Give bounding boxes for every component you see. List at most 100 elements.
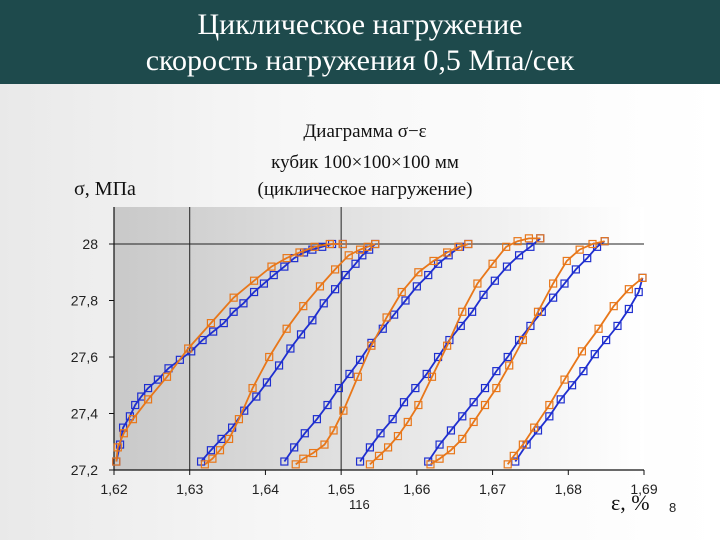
data-point-marker — [560, 375, 569, 384]
data-point-marker — [206, 319, 216, 328]
x-tick-label: 1,64 — [252, 481, 279, 497]
data-point-marker — [229, 293, 238, 302]
data-point-marker — [403, 417, 412, 427]
data-point-marker — [533, 307, 543, 316]
data-point-marker — [200, 460, 209, 469]
data-point-marker — [234, 415, 244, 424]
data-point-marker — [556, 395, 565, 404]
data-point-marker — [479, 290, 488, 299]
data-point-marker — [325, 239, 334, 249]
data-point-marker — [530, 423, 539, 432]
data-point-marker — [274, 361, 284, 370]
series-5 — [291, 239, 473, 469]
data-point-marker — [198, 335, 207, 345]
data-point-marker — [473, 279, 482, 288]
data-point-marker — [609, 302, 618, 311]
y-tick-label: 27,6 — [71, 349, 98, 365]
y-tick-label: 27,2 — [71, 462, 98, 478]
data-point-marker — [249, 276, 259, 285]
data-point-marker — [560, 279, 569, 288]
y-tick-label: 27,8 — [71, 293, 98, 309]
data-point-marker — [374, 451, 384, 460]
data-point-marker — [492, 367, 501, 376]
data-point-marker — [382, 313, 391, 322]
slide-title-line-1: Циклическое нагружение — [197, 8, 523, 41]
data-point-marker — [208, 454, 217, 463]
data-point-marker — [299, 302, 308, 311]
series-2 — [196, 239, 380, 466]
x-tick-label: 1,62 — [100, 481, 127, 497]
data-point-marker — [509, 451, 518, 460]
plot-area — [114, 207, 644, 470]
x-tick-label: 1,68 — [555, 481, 582, 497]
data-point-marker — [162, 372, 172, 381]
data-point-marker — [502, 242, 511, 251]
x-tick-label: 1,66 — [403, 481, 430, 497]
data-point-marker — [583, 254, 592, 263]
data-point-marker — [454, 242, 463, 251]
data-point-marker — [401, 296, 410, 305]
data-point-marker — [329, 426, 338, 435]
data-point-marker — [153, 375, 163, 384]
data-point-marker — [365, 460, 375, 469]
chart-title-line-2: кубик 100×100×100 мм — [271, 152, 459, 173]
data-point-marker — [575, 245, 584, 254]
data-point-marker — [468, 307, 477, 316]
data-point-marker — [469, 398, 478, 407]
data-point-marker — [282, 324, 291, 333]
y-tick-label: 28 — [82, 236, 98, 252]
data-point-marker — [458, 307, 467, 316]
data-point-marker — [355, 355, 365, 364]
chart-title-line-1: Диаграмма σ−ε — [303, 121, 427, 142]
data-point-marker — [112, 457, 121, 466]
series-3 — [200, 239, 380, 469]
data-point-marker — [594, 324, 603, 333]
data-point-marker — [309, 448, 318, 458]
data-point-marker — [376, 429, 385, 438]
series-0 — [112, 239, 347, 466]
data-point-marker — [456, 321, 465, 331]
data-point-marker — [549, 293, 558, 302]
data-point-marker — [296, 330, 306, 339]
data-point-marker — [282, 254, 291, 263]
data-point-marker — [383, 443, 393, 452]
data-point-marker — [526, 242, 535, 251]
data-point-marker — [503, 352, 512, 362]
data-point-marker — [229, 307, 238, 316]
data-point-marker — [113, 443, 122, 452]
data-point-marker — [323, 400, 332, 410]
data-point-marker — [435, 440, 444, 449]
data-point-marker — [267, 262, 276, 271]
data-point-marker — [164, 364, 173, 373]
data-point-marker — [330, 285, 340, 294]
x-tick-label: 1,69 — [630, 481, 657, 497]
data-point-marker — [638, 273, 647, 282]
data-point-marker — [480, 383, 490, 393]
data-point-marker — [128, 415, 138, 424]
data-point-marker — [184, 344, 193, 353]
data-point-marker — [490, 276, 499, 285]
data-point-marker — [224, 434, 234, 444]
data-point-marker — [388, 415, 397, 424]
data-point-marker — [503, 460, 512, 469]
slide-title-bar: Циклическое нагружение скорость нагружен… — [0, 0, 720, 84]
data-point-marker — [613, 321, 622, 331]
data-point-marker — [424, 270, 433, 280]
data-point-marker — [600, 237, 609, 246]
data-point-marker — [143, 395, 153, 404]
data-point-marker — [458, 434, 467, 444]
data-point-marker — [339, 406, 348, 415]
series-9 — [426, 237, 609, 469]
data-point-marker — [299, 454, 308, 463]
data-point-marker — [502, 262, 512, 271]
series-1 — [112, 239, 347, 466]
data-point-marker — [319, 299, 328, 308]
data-point-marker — [458, 412, 467, 421]
data-point-marker — [355, 245, 365, 254]
data-point-marker — [571, 265, 580, 274]
data-point-marker — [435, 454, 444, 463]
data-point-marker — [424, 457, 433, 466]
data-point-marker — [393, 432, 403, 441]
data-point-marker — [219, 319, 228, 328]
data-point-marker — [280, 262, 289, 271]
